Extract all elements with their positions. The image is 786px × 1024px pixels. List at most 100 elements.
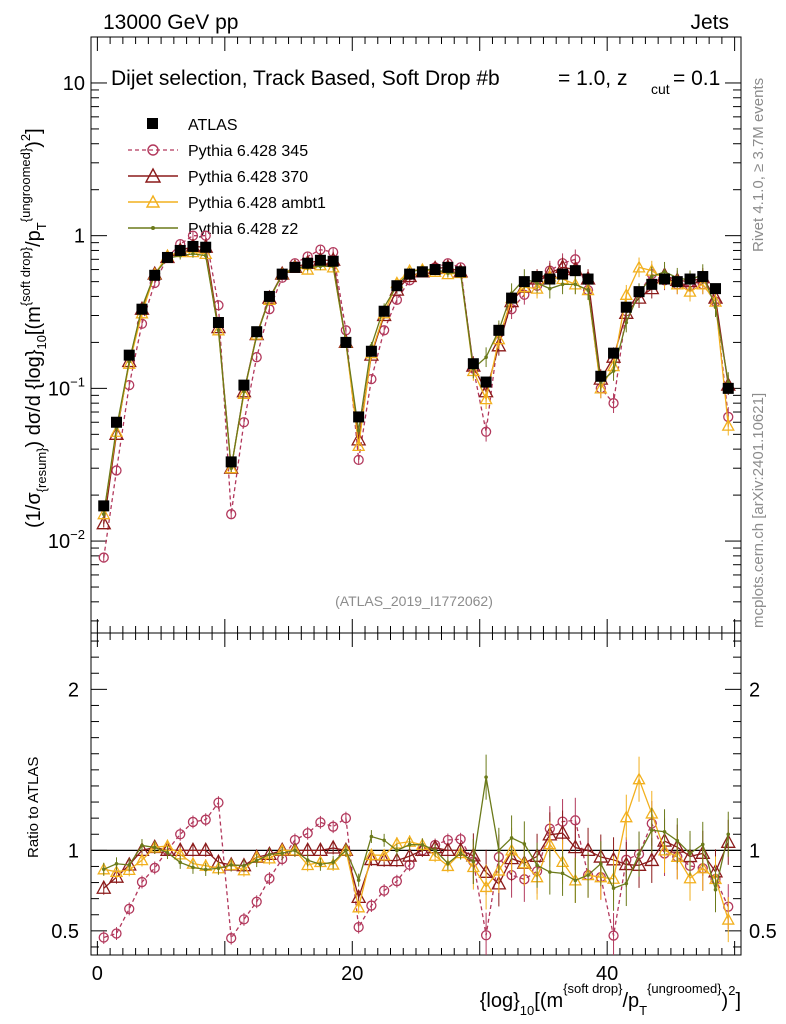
ylabel-part-0: (1/σ [23, 492, 45, 528]
series-z2-main-point [242, 389, 246, 394]
ratio-y-tick-label-right: 1 [749, 840, 760, 862]
xlabel-part-2: [(m [534, 990, 563, 1012]
atlas-point [276, 268, 288, 280]
xlabel-part-5: T [639, 1003, 647, 1018]
x-tick-label: 20 [341, 963, 363, 985]
atlas-point [569, 265, 581, 277]
y-tick-base: 1 [74, 226, 85, 248]
atlas-point [582, 273, 594, 285]
atlas-point [480, 376, 492, 388]
series-345-ratio-point [187, 816, 199, 828]
series-z2-main-point [713, 305, 718, 310]
legend-label-atlas: ATLAS [188, 117, 238, 134]
series-z2-ratio-point [191, 865, 195, 870]
series-z2-ratio-point [152, 845, 157, 850]
atlas-point [493, 324, 505, 336]
ylabel-part-6: /p [23, 230, 45, 247]
series-z2-ratio-point [458, 851, 463, 855]
series-z2-ratio-point [548, 870, 552, 874]
x-tick-label: 40 [596, 963, 618, 985]
ratio-plot-frame [90, 632, 742, 956]
series-z2-ratio-point [713, 887, 718, 892]
series-345-main-point [98, 552, 109, 563]
atlas-point [506, 292, 518, 304]
title-end: = 0.1 [673, 67, 720, 90]
series-z2-ratio-point [178, 860, 183, 865]
xlabel-part-4: /p [622, 990, 639, 1012]
series-345-ratio-point [111, 928, 122, 939]
series-z2-main-point [356, 428, 361, 433]
series-ambt1-ratio-point [479, 880, 493, 893]
atlas-point [404, 268, 416, 280]
atlas-point [212, 316, 224, 328]
series-z2-main-point [573, 282, 578, 287]
analysis-watermark: (ATLAS_2019_I1772062) [335, 593, 493, 609]
series-370-ratio-point [389, 852, 405, 867]
series-z2-ratio-point [497, 848, 501, 853]
xlabel-part-7: ) [722, 990, 729, 1012]
ylabel-part-8: {ungroomed} [18, 147, 33, 222]
series-345-main-point [226, 509, 237, 520]
series-ambt1-ratio-point [326, 857, 340, 870]
series-z2-ratio-point [599, 861, 603, 866]
series-z2-ratio-point [267, 852, 272, 857]
series-z2-main-point [203, 253, 208, 258]
atlas-point [225, 456, 237, 468]
series-z2-ratio-point [114, 861, 119, 866]
series-ambt1-ratio-line [103, 777, 729, 920]
series-345-ratio-point [175, 829, 186, 840]
series-345-ratio-point [378, 885, 390, 896]
rivet-label: Rivet 4.1.0, ≥ 3.7M events [750, 78, 767, 252]
legend-marker-atlas [147, 118, 158, 129]
series-z2-ratio-point [140, 843, 144, 848]
series-z2-ratio-point [573, 878, 578, 883]
legend-marker-p370 [144, 167, 162, 183]
series-ambt1-main-point [632, 260, 646, 273]
y-tick-label: 1 [74, 226, 85, 248]
series-370-ratio-line [103, 832, 729, 900]
series-ambt1-ratio-point [721, 912, 735, 925]
ratio-y-tick-label-right: 0.5 [749, 921, 777, 943]
series-370-ratio-point [96, 879, 112, 894]
series-ambt1-ratio-point [122, 863, 136, 876]
series-z2-main-point [101, 512, 106, 516]
ylabel-part-1: {resum} [34, 447, 49, 492]
ratio-y-tick-labels: 0.5 1 2 0.5 1 2 [51, 679, 777, 943]
series-ambt1-main-point [237, 387, 251, 400]
atlas-point [149, 269, 161, 281]
atlas-point [620, 301, 632, 313]
series-z2-main-point [216, 328, 221, 333]
series-ambt1-ratio-point [109, 864, 124, 877]
ylabel-part-5: {soft drop} [18, 246, 33, 306]
series-ambt1-main-point [301, 262, 315, 275]
series-z2-ratio-point [305, 858, 310, 862]
y-tick-label: 10−1 [48, 374, 85, 400]
series-345-ratio [98, 796, 734, 955]
series-345-ratio-point [340, 813, 352, 824]
atlas-point [391, 280, 403, 292]
series-z2-ratio-point [586, 873, 590, 877]
series-z2-ratio-point [254, 858, 259, 863]
series-ambt1-ratio-point [364, 848, 378, 861]
series-ambt1-ratio-point [352, 900, 366, 913]
series-370-ratio-point [198, 841, 214, 856]
series-z2-ratio-point [242, 863, 246, 868]
series-z2-ratio-point [471, 859, 476, 864]
series-z2-ratio-point [382, 838, 386, 843]
atlas-point [531, 271, 543, 283]
series-370-ratio-point [567, 839, 583, 854]
series-z2-main-point [624, 320, 629, 325]
atlas-point [123, 349, 135, 361]
series-z2-ratio-point [688, 851, 692, 856]
series-ambt1-ratio-point [377, 848, 391, 861]
series-345-ratio-point [302, 828, 313, 839]
series-345-ratio-line [103, 800, 729, 941]
series-370-main-point [491, 337, 507, 352]
atlas-point [161, 251, 173, 263]
xlabel-part-6: {ungroomed} [647, 981, 722, 996]
series-z2-ratio-point [293, 848, 297, 853]
legend-label-p345: Pythia 6.428 345 [188, 143, 308, 160]
series-ambt1-ratio-point [237, 863, 251, 876]
series-ambt1-main-point [721, 418, 735, 431]
series-345-ratio-point [264, 873, 275, 884]
